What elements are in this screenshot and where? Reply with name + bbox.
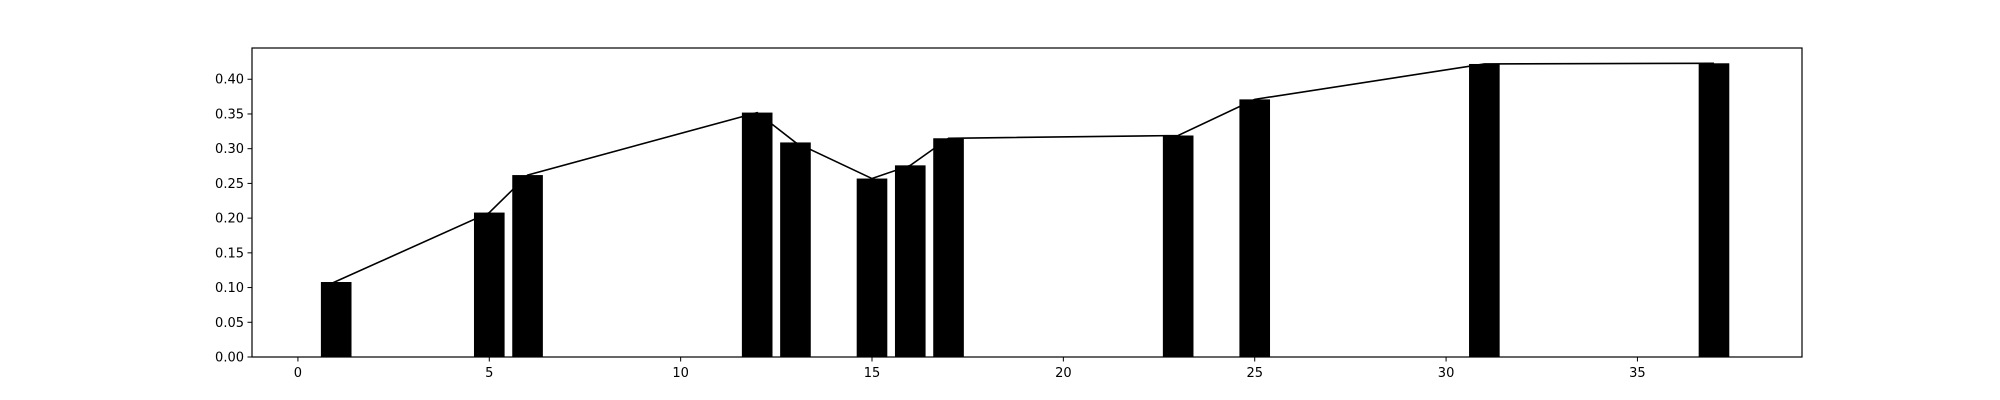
bar-1 (320, 282, 352, 357)
bar-37 (1698, 63, 1730, 357)
y-tick-label: 0.00 (215, 351, 244, 366)
y-tick-label: 0.20 (215, 212, 244, 227)
bar-15 (856, 178, 888, 357)
x-tick-label: 20 (1055, 366, 1072, 381)
bar-25 (1239, 99, 1271, 357)
bar-31 (1469, 63, 1500, 357)
series-line (328, 62, 1714, 286)
bar-17 (933, 138, 964, 357)
line-group (328, 62, 1714, 286)
y-tick-label: 0.05 (215, 316, 244, 331)
plot-frame (251, 47, 1803, 358)
y-tick-label: 0.15 (215, 246, 244, 261)
bar-12 (741, 112, 773, 357)
y-tick-label: 0.30 (215, 142, 244, 157)
x-tick-label: 35 (1629, 366, 1646, 381)
y-tick-label: 0.25 (215, 177, 244, 192)
bar-5 (473, 212, 505, 357)
bar-23 (1162, 135, 1194, 357)
bars-group (320, 63, 1730, 357)
x-tick-label: 5 (485, 366, 493, 381)
y-axis: 0.00 0.05 0.10 0.15 0.20 0.25 0.30 0.35 0.40 (215, 73, 252, 366)
y-tick-label: 0.35 (215, 107, 244, 122)
y-tick-label: 0.40 (215, 73, 244, 88)
x-tick-label: 15 (864, 366, 881, 381)
bar-6 (512, 175, 543, 357)
x-axis: 0 5 10 15 20 25 30 35 (294, 357, 1646, 381)
x-tick-label: 25 (1246, 366, 1263, 381)
y-tick-label: 0.10 (215, 281, 244, 296)
x-tick-label: 30 (1438, 366, 1455, 381)
x-tick-label: 0 (294, 366, 302, 381)
x-tick-label: 10 (672, 366, 689, 381)
bar-16 (894, 165, 926, 357)
bar-13 (780, 142, 811, 357)
